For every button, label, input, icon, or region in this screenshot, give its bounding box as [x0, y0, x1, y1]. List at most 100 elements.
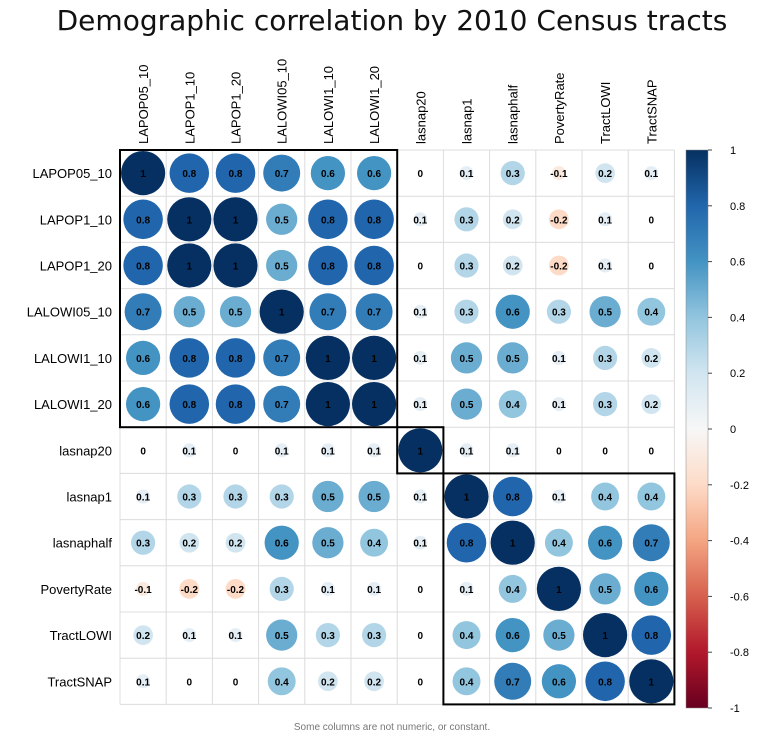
correlation-circle — [549, 209, 569, 230]
correlation-circle — [169, 338, 210, 378]
correlation-value-label: 0.5 — [460, 400, 474, 411]
correlation-value-label: 1 — [371, 354, 377, 365]
correlation-circle — [637, 482, 666, 511]
correlation-circle — [446, 522, 487, 563]
row-label: LALOWI1_20 — [34, 397, 112, 412]
correlation-circle — [318, 671, 338, 692]
correlation-circle — [413, 489, 428, 504]
correlation-value-label: 0.8 — [229, 169, 243, 180]
correlation-circle — [502, 209, 523, 230]
correlation-value-label: 0 — [556, 446, 562, 457]
correlation-circle — [498, 574, 527, 603]
correlation-circle — [182, 443, 197, 458]
correlation-circle — [177, 484, 202, 509]
legend-tick-label: 0.6 — [730, 257, 745, 269]
correlation-value-label: 0.2 — [506, 215, 520, 226]
correlation-circle — [631, 615, 672, 655]
correlation-value-label: 0.4 — [598, 493, 612, 504]
correlation-value-label: 0.7 — [321, 308, 335, 319]
correlation-circle — [360, 528, 389, 557]
correlation-value-label: 0.3 — [460, 215, 474, 226]
correlation-circle — [123, 245, 163, 286]
correlation-value-label: 0.8 — [460, 539, 474, 550]
correlation-circle — [354, 199, 394, 240]
correlation-value-label: 0.1 — [136, 493, 150, 504]
correlation-value-label: 0.5 — [321, 493, 335, 504]
correlation-value-label: -0.2 — [550, 215, 568, 226]
correlation-circle — [179, 579, 200, 599]
correlation-value-label: 0.2 — [182, 539, 196, 550]
correlation-circle — [179, 532, 200, 553]
correlation-value-label: 0.8 — [182, 354, 196, 365]
legend-tick-label: 0.8 — [730, 201, 745, 213]
correlation-circle — [352, 335, 397, 380]
correlation-value-label: 0.3 — [552, 308, 566, 319]
correlation-value-label: 1 — [140, 169, 146, 180]
correlation-value-label: 0.7 — [275, 400, 289, 411]
correlation-circle — [634, 571, 669, 607]
correlation-circle — [398, 428, 443, 473]
correlation-value-label: 0.5 — [598, 585, 612, 596]
correlation-circle — [505, 443, 520, 458]
correlation-value-label: 0 — [233, 677, 239, 688]
correlation-circle — [124, 293, 162, 331]
column-label: LAPOP1_20 — [229, 72, 244, 144]
correlation-value-label: 0.8 — [506, 493, 520, 504]
correlation-circle — [452, 667, 481, 696]
correlation-circle — [459, 166, 474, 181]
correlation-value-label: 0.4 — [644, 308, 658, 319]
correlation-circle — [263, 385, 301, 423]
correlation-circle — [551, 489, 566, 504]
correlation-value-label: 0.8 — [182, 169, 196, 180]
correlation-value-label: 1 — [649, 677, 655, 688]
column-label: LAPOP1_10 — [182, 72, 197, 144]
column-label: LALOWI1_20 — [367, 66, 382, 144]
cluster-rectangle — [119, 149, 399, 429]
correlation-circle — [492, 476, 533, 517]
correlation-value-label: 1 — [325, 354, 331, 365]
correlation-value-label: 1 — [371, 400, 377, 411]
correlation-circle — [315, 622, 341, 648]
correlation-value-label: 0.4 — [506, 585, 520, 596]
row-label: PovertyRate — [40, 582, 112, 597]
correlation-value-label: 0.1 — [644, 169, 658, 180]
correlation-value-label: 0.1 — [321, 446, 335, 457]
correlation-circle — [269, 484, 294, 509]
correlation-value-label: 0.1 — [413, 308, 427, 319]
correlation-value-label: 0.1 — [413, 400, 427, 411]
correlation-circle — [450, 342, 483, 374]
legend-tick-label: -1 — [730, 703, 740, 715]
column-label: TractSNAP — [644, 79, 659, 144]
correlation-value-label: 1 — [325, 400, 331, 411]
correlation-value-label: 0 — [418, 262, 424, 273]
correlation-circle — [592, 345, 618, 371]
correlation-circle — [450, 388, 483, 420]
correlation-value-label: 0.8 — [136, 262, 150, 273]
correlation-value-label: 0.7 — [136, 308, 150, 319]
correlation-circle — [269, 576, 294, 602]
correlation-circle — [308, 245, 348, 286]
correlation-circle — [551, 350, 566, 365]
correlation-circle — [551, 397, 566, 412]
correlation-value-label: 0.6 — [552, 677, 566, 688]
correlation-value-label: 0.7 — [506, 677, 520, 688]
correlation-circle — [497, 342, 529, 374]
correlation-value-label: 0.5 — [367, 493, 381, 504]
correlation-value-label: 0.6 — [275, 539, 289, 550]
correlation-circle — [274, 443, 289, 458]
correlation-value-label: -0.1 — [550, 169, 568, 180]
correlation-value-label: 0 — [649, 446, 655, 457]
correlation-value-label: 0.1 — [367, 585, 381, 596]
correlation-value-label: 0.8 — [367, 215, 381, 226]
correlation-circle — [632, 524, 670, 562]
correlation-value-label: 0.1 — [552, 493, 566, 504]
correlation-value-label: 0.2 — [598, 169, 612, 180]
correlation-value-label: 0.8 — [321, 215, 335, 226]
correlation-value-label: 0.1 — [598, 215, 612, 226]
correlation-circle — [546, 299, 572, 324]
correlation-circle — [173, 296, 205, 328]
correlation-value-label: 0.1 — [552, 400, 566, 411]
correlation-value-label: 1 — [279, 308, 285, 319]
legend-color-bar — [685, 149, 709, 709]
correlation-value-label: 0.5 — [321, 539, 335, 550]
